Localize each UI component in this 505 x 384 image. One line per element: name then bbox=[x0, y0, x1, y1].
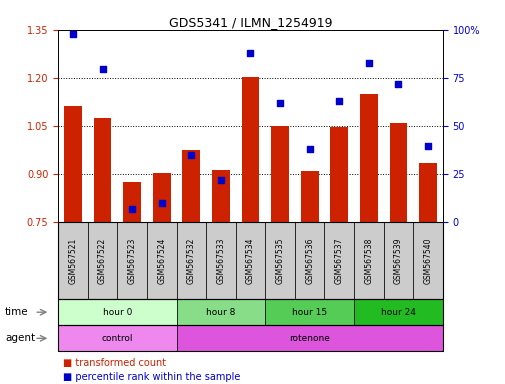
Bar bbox=[64, 106, 82, 222]
Text: time: time bbox=[5, 307, 29, 317]
Text: hour 8: hour 8 bbox=[206, 308, 235, 317]
Point bbox=[98, 66, 107, 72]
Point bbox=[69, 31, 77, 37]
Text: GSM567535: GSM567535 bbox=[275, 237, 284, 284]
Text: GSM567534: GSM567534 bbox=[245, 237, 255, 284]
Bar bbox=[418, 163, 436, 222]
Text: ■ transformed count: ■ transformed count bbox=[63, 358, 166, 368]
Point bbox=[246, 50, 254, 56]
Bar bbox=[212, 170, 229, 222]
Text: GSM567540: GSM567540 bbox=[423, 237, 432, 284]
Text: GSM567521: GSM567521 bbox=[68, 238, 77, 284]
Bar bbox=[153, 173, 170, 222]
Point bbox=[128, 206, 136, 212]
Text: GSM567537: GSM567537 bbox=[334, 237, 343, 284]
Text: rotenone: rotenone bbox=[289, 334, 329, 343]
Bar bbox=[359, 94, 377, 222]
Text: control: control bbox=[102, 334, 133, 343]
Point bbox=[158, 200, 166, 206]
Point bbox=[305, 146, 313, 152]
Text: GSM567539: GSM567539 bbox=[393, 237, 402, 284]
Text: GSM567522: GSM567522 bbox=[98, 238, 107, 284]
Point bbox=[334, 98, 342, 104]
Point bbox=[423, 142, 431, 149]
Bar bbox=[300, 171, 318, 222]
Bar bbox=[271, 126, 288, 222]
Text: hour 0: hour 0 bbox=[103, 308, 132, 317]
Text: GSM567524: GSM567524 bbox=[157, 238, 166, 284]
Text: hour 15: hour 15 bbox=[291, 308, 327, 317]
Text: GSM567532: GSM567532 bbox=[186, 238, 195, 284]
Bar bbox=[241, 77, 259, 222]
Text: agent: agent bbox=[5, 333, 35, 343]
Bar bbox=[182, 151, 200, 222]
Text: hour 24: hour 24 bbox=[380, 308, 415, 317]
Text: GSM567533: GSM567533 bbox=[216, 237, 225, 284]
Text: GSM567538: GSM567538 bbox=[364, 238, 373, 284]
Point bbox=[393, 81, 401, 87]
Text: GSM567536: GSM567536 bbox=[305, 237, 314, 284]
Bar bbox=[93, 118, 111, 222]
Bar bbox=[330, 127, 347, 222]
Point bbox=[275, 100, 283, 106]
Text: GSM567523: GSM567523 bbox=[127, 238, 136, 284]
Point bbox=[187, 152, 195, 158]
Bar bbox=[123, 182, 141, 222]
Point bbox=[217, 177, 225, 183]
Bar bbox=[389, 123, 407, 222]
Text: ■ percentile rank within the sample: ■ percentile rank within the sample bbox=[63, 372, 240, 382]
Point bbox=[364, 60, 372, 66]
Title: GDS5341 / ILMN_1254919: GDS5341 / ILMN_1254919 bbox=[168, 16, 332, 29]
